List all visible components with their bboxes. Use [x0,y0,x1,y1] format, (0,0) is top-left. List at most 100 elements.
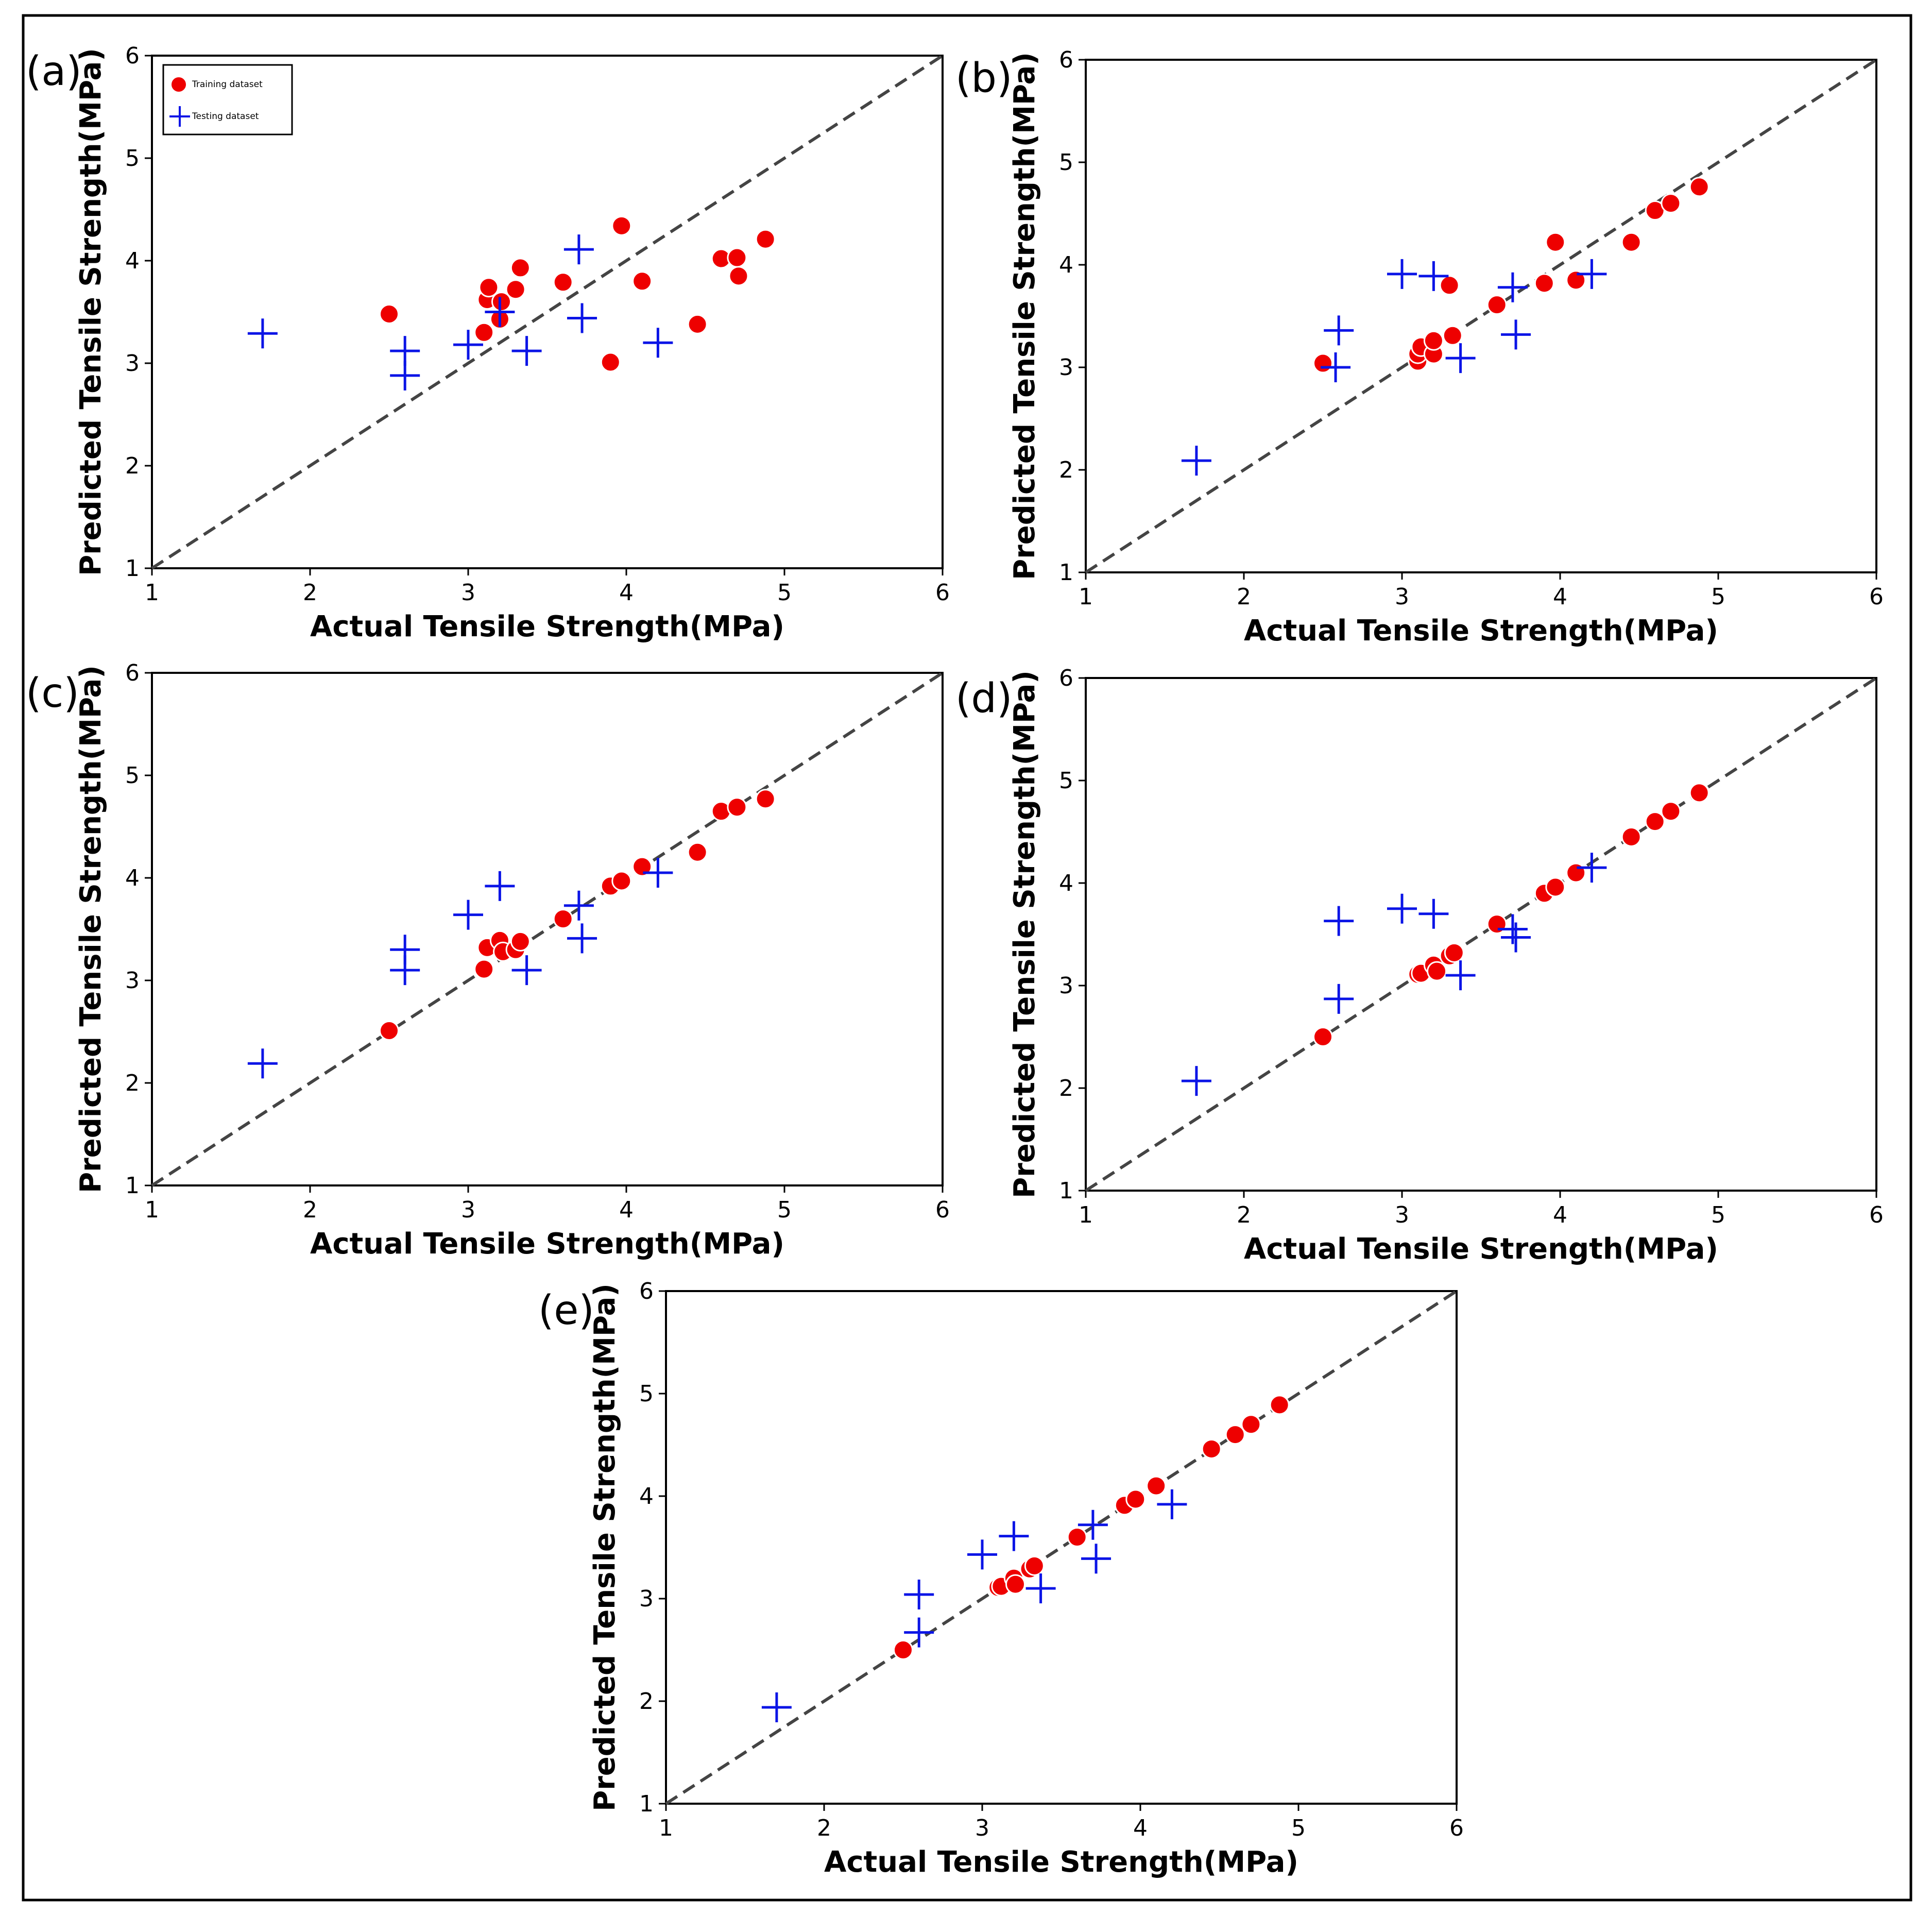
panel-label: (e) [538,1287,594,1334]
y-tick-label: 6 [1059,47,1073,73]
x-tick-label: 4 [1133,1815,1148,1841]
testing-point [999,1521,1029,1551]
training-point [893,1640,913,1660]
testing-point [1025,1573,1056,1604]
diagonal-reference-line [151,671,944,1187]
y-tick-label: 6 [125,43,140,69]
y-tick-label: 4 [1059,252,1073,278]
training-point [1423,330,1444,351]
training-point [1661,193,1681,214]
x-tick-label: 6 [1449,1815,1464,1841]
training-point [687,842,708,862]
testing-point [1387,259,1417,289]
y-tick-label: 3 [639,1586,654,1612]
testing-point [390,336,420,366]
x-tick-label: 2 [1237,1202,1251,1228]
training-point [1661,801,1681,822]
training-point [632,271,653,292]
training-point [1005,1574,1025,1595]
legend-testing-label: Testing dataset [192,111,259,122]
y-tick-label: 5 [1059,768,1073,794]
panel-c: 1 2 3 4 5 6 1 2 3 4 5 6 Actual Tensile Strength(MPa)… [26,660,950,1261]
y-tick-label: 4 [125,865,140,891]
y-axis-label: Predicted Tensile Strength(MPa) [1008,52,1041,580]
training-point [727,797,747,818]
x-tick-label: 3 [975,1815,989,1841]
x-tick-label: 3 [461,1197,475,1223]
training-point [1427,961,1447,981]
training-point [1689,783,1709,803]
training-point [1545,232,1566,252]
testing-point [567,303,597,333]
panel-d: 1 2 3 4 5 6 1 2 3 4 5 6 Actual Tensile Strength(MPa)… [955,665,1884,1266]
testing-point [1321,352,1351,382]
x-tick-label: 1 [659,1815,673,1841]
x-tick-label: 4 [1553,584,1567,610]
training-point [553,909,573,929]
y-tick-label: 1 [125,555,140,582]
y-tick-label: 2 [1059,457,1073,483]
figure-frame [22,14,1912,1902]
y-tick-label: 4 [1059,870,1073,896]
testing-point [1418,898,1449,929]
x-tick-label: 4 [619,1197,634,1223]
testing-point [453,900,483,930]
training-point [1689,177,1709,197]
training-point [1067,1527,1087,1548]
y-tick-label: 2 [1059,1075,1073,1101]
legend-training-label: Training dataset [192,79,263,90]
testing-point [761,1692,792,1722]
y-tick-label: 1 [1059,559,1073,586]
x-axis-label: Actual Tensile Strength(MPa) [310,1227,784,1261]
x-tick-label: 5 [777,580,792,606]
training-point [478,277,499,298]
training-point [553,272,573,293]
plot-area [665,1290,1458,1805]
y-tick-label: 4 [125,248,140,274]
testing-point [247,1048,278,1079]
testing-point [1081,1544,1112,1574]
training-point [1545,877,1566,897]
training-point [1439,275,1460,296]
testing-point [1078,1510,1108,1540]
y-tick-label: 1 [125,1173,140,1199]
training-point [1566,270,1586,291]
x-tick-label: 3 [1395,584,1409,610]
y-tick-label: 3 [1059,354,1073,381]
training-point [1442,325,1463,346]
y-tick-label: 6 [125,660,140,686]
x-tick-label: 3 [1395,1202,1409,1228]
plot-area [1085,59,1877,573]
testing-point [485,297,515,327]
testing-point [643,858,673,888]
training-point [1225,1425,1245,1445]
training-point [727,247,747,268]
y-tick-label: 3 [125,968,140,994]
y-tick-label: 5 [639,1381,654,1407]
training-point [1024,1555,1045,1576]
y-axis-label: Predicted Tensile Strength(MPa) [74,665,108,1193]
diagonal-reference-line [665,1290,1458,1805]
y-tick-label: 3 [1059,973,1073,999]
training-point [1645,811,1665,832]
testing-point [1497,914,1528,944]
panel-e: 1 2 3 4 5 6 1 2 3 4 5 6 Actual Tensile Strength(MPa)… [538,1278,1464,1879]
x-tick-label: 2 [817,1815,831,1841]
panel-label: (c) [26,670,79,717]
y-tick-label: 2 [125,1070,140,1096]
y-tick-label: 3 [125,350,140,377]
testing-point [1577,259,1607,289]
plot-area [1085,677,1877,1192]
legend-training-marker [170,76,187,93]
training-point [1566,862,1586,883]
y-tick-label: 2 [639,1688,654,1715]
testing-point [563,234,594,265]
training-point [1313,353,1333,374]
testing-point [563,890,594,921]
training-point [1269,1395,1290,1415]
testing-point [567,923,597,954]
panel-label: (d) [955,675,1012,722]
x-tick-label: 2 [303,1197,317,1223]
training-point [379,303,399,324]
panels: 1 2 3 4 5 6 1 2 3 4 5 6 Actual Tensile Strength(MPa)… [26,43,1884,1879]
